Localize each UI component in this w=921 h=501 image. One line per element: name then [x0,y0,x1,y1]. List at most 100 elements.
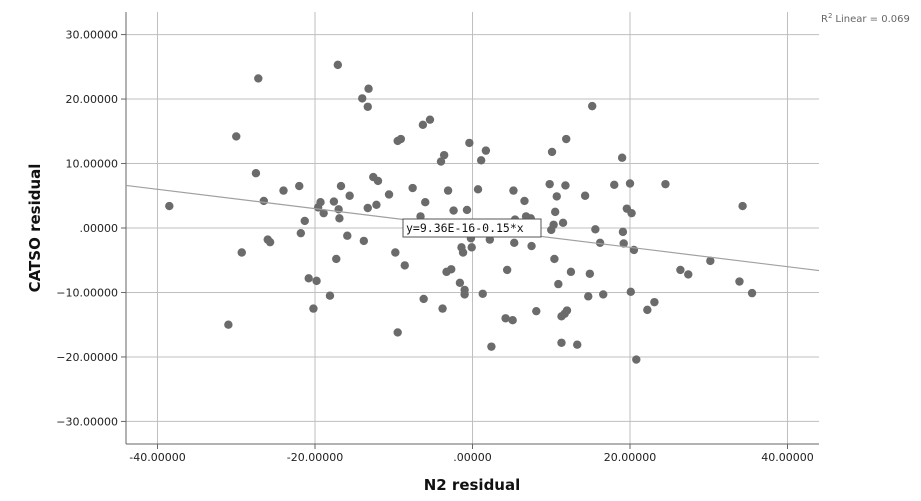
data-point [573,340,582,349]
data-point [510,238,519,248]
data-point [561,181,570,190]
y-axis-title: CATSO residual [26,164,44,293]
data-point [473,185,483,194]
data-point [295,181,304,191]
x-axis-title: N2 residual [424,476,521,494]
data-point [532,306,541,316]
x-tick-label: 20.00000 [604,451,657,464]
data-point [458,248,468,257]
data-point [465,138,474,148]
data-point [684,270,693,279]
data-point [545,179,554,189]
data-point [408,183,417,193]
y-tick-label: −30.00000 [56,415,118,428]
data-point [626,287,635,297]
data-point [316,198,325,207]
data-point [336,181,346,191]
data-point [443,186,453,195]
data-point [224,320,233,329]
data-point [449,206,458,215]
data-point [309,304,318,313]
data-point [585,269,595,278]
scatter-points [165,60,757,364]
x-tick-label: .00000 [453,451,492,464]
data-point [329,197,339,206]
data-point [436,157,446,166]
y-tick-group: 30.00000 20.00000 10.00000 .00000 −10.00000 −… [56,29,126,428]
x-tick-group: -40.00000 -20.00000 .00000 20.00000 40.00000 [129,444,814,464]
data-point [549,220,558,229]
data-point [584,292,593,301]
r2-label: R2 Linear = 0.069 [821,12,910,25]
data-point [557,338,566,347]
data-point [455,278,465,288]
data-point [358,94,367,103]
data-point [632,355,641,364]
data-point [363,102,372,111]
data-point [554,279,563,289]
data-point [325,291,335,300]
data-point [300,216,309,226]
data-point [391,248,400,257]
data-point [372,200,381,209]
data-point [296,228,306,238]
data-point [343,231,352,240]
data-point [617,153,627,162]
data-point [591,225,600,234]
data-point [359,236,369,246]
data-point [462,205,472,215]
x-tick-label: 40.00000 [761,451,814,464]
fit-equation-frame [402,218,542,238]
y-tick-label: 20.00000 [66,93,119,106]
data-point [254,74,263,83]
data-point [550,254,559,264]
data-point [332,254,341,264]
data-point [439,150,449,160]
data-point [552,192,561,201]
data-point [527,241,536,251]
data-point [676,265,685,275]
data-point [550,207,560,217]
data-point [232,132,241,141]
data-point [618,227,628,237]
data-point [520,196,529,206]
data-point [562,306,572,315]
data-point [558,218,568,228]
data-point [400,261,409,270]
y-tick-label: 10.00000 [66,158,119,171]
data-point [165,201,174,211]
data-point [345,191,354,200]
data-point [312,276,321,286]
data-point [393,328,402,337]
data-point [650,297,659,307]
data-point [259,196,269,206]
data-point [476,156,486,165]
data-point [588,101,597,111]
data-point [501,314,510,323]
data-point [467,243,476,252]
data-point [595,238,605,248]
data-point [625,179,635,188]
data-point [304,274,313,283]
data-point [509,186,518,195]
y-tick-label: 30.00000 [66,29,119,42]
data-point [562,134,571,144]
data-point [364,84,373,93]
data-point [447,265,456,274]
data-point [438,304,447,313]
data-point [460,290,469,299]
data-point [396,134,406,144]
data-point [580,191,590,200]
x-tick-label: -20.00000 [287,451,343,464]
data-point [237,248,246,257]
fit-equation-label: y=9.36E-16-0.15*x [406,221,524,235]
data-point [487,342,496,351]
data-point [421,198,430,207]
data-point [627,208,636,218]
y-tick-label: .00000 [80,222,119,235]
data-point [363,203,372,213]
data-point [547,147,557,157]
data-point [661,179,670,189]
data-point [619,239,628,248]
